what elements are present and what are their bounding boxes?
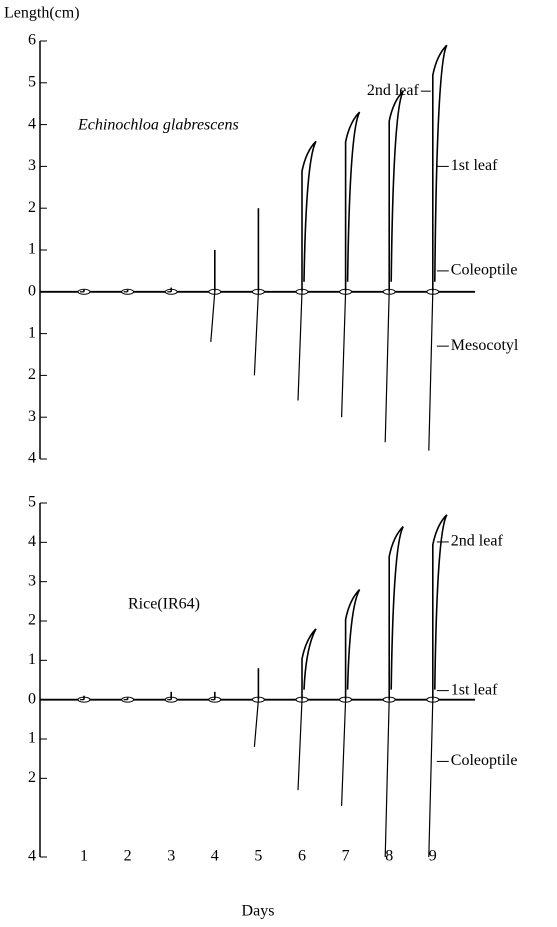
y-tick-label: 3 (28, 572, 36, 589)
x-tick-label: 8 (385, 848, 393, 865)
x-tick-label: 1 (80, 848, 88, 865)
root (297, 291, 303, 401)
leaf (388, 90, 404, 292)
root (428, 699, 434, 858)
root (210, 291, 216, 343)
y-tick-label: 3 (28, 408, 36, 425)
y-tick-label: 5 (28, 73, 36, 90)
y-tick-label: 4 (28, 450, 36, 467)
y-tick-label: 4 (28, 115, 36, 132)
y-tick-label: 5 (28, 494, 36, 511)
root (384, 291, 390, 443)
annotation: Coleoptile (451, 262, 518, 279)
leaf (344, 588, 361, 700)
leaf (301, 628, 317, 700)
annotation: Coleoptile (451, 752, 518, 769)
y-tick-label: 4 (28, 533, 36, 550)
y-tick-label: 1 (28, 651, 36, 668)
x-tick-label: 7 (342, 848, 350, 865)
y-tick-label: 6 (28, 32, 36, 49)
y-tick-label: 1 (28, 324, 36, 341)
y-tick-label: 4 (28, 848, 36, 865)
y-tick-label: 0 (28, 282, 36, 299)
annotation: 1st leaf (451, 157, 498, 174)
annotation: 2nd leaf (451, 533, 504, 550)
x-tick-label: 9 (429, 848, 437, 865)
y-tick-label: 2 (28, 769, 36, 786)
root (253, 699, 259, 747)
x-tick-label: 6 (298, 848, 306, 865)
leaf (432, 514, 448, 700)
x-tick-label: 2 (124, 848, 132, 865)
leaf (301, 140, 317, 292)
x-tick-label: 5 (254, 848, 262, 865)
y-tick-label: 1 (28, 730, 36, 747)
y-axis-label: Length(cm) (4, 5, 80, 22)
x-axis-label: Days (242, 903, 275, 920)
y-tick-label: 2 (28, 366, 36, 383)
root (297, 699, 303, 791)
leaf (344, 111, 361, 292)
leaf (388, 526, 404, 700)
y-tick-label: 3 (28, 157, 36, 174)
annotation: 2nd leaf (367, 82, 420, 99)
y-tick-label: 2 (28, 612, 36, 629)
root (253, 291, 259, 376)
annotation: 1st leaf (451, 681, 498, 698)
y-tick-label: 2 (28, 199, 36, 216)
panel-title: Rice(IR64) (128, 596, 200, 613)
leaf (432, 44, 448, 292)
y-tick-label: 0 (28, 690, 36, 707)
root (384, 699, 390, 858)
annotation: Mesocotyl (451, 337, 519, 354)
panel-title: Echinochloa glabrescens (77, 117, 239, 134)
x-tick-label: 3 (167, 848, 175, 865)
root (341, 291, 347, 418)
root (428, 291, 434, 451)
x-tick-label: 4 (211, 848, 219, 865)
root (341, 699, 347, 806)
y-tick-label: 1 (28, 241, 36, 258)
